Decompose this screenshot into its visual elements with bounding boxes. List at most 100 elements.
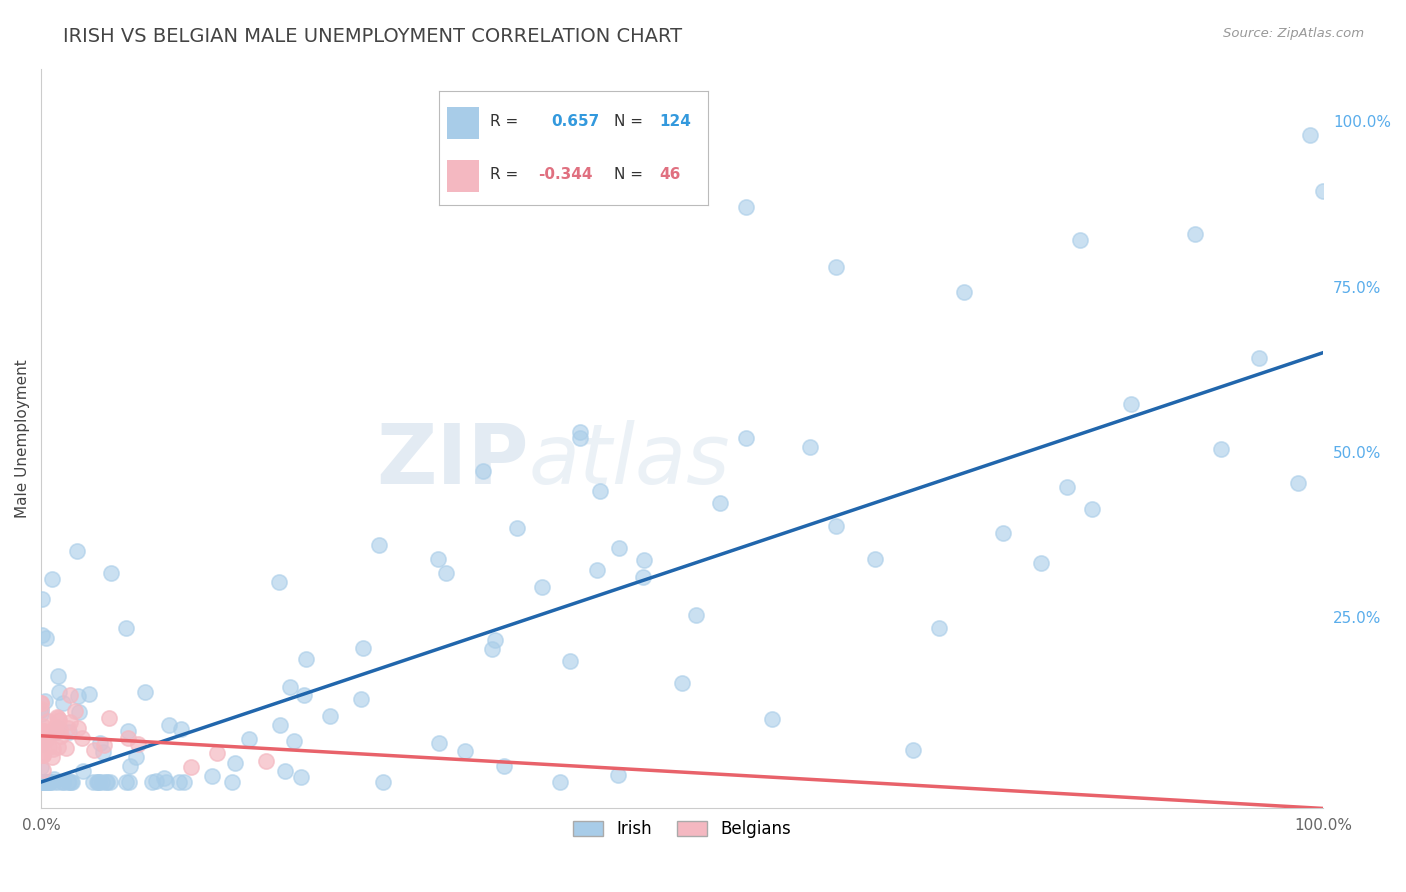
Point — [70, 731, 93, 745]
Point — [83, 743, 105, 757]
Point — [58, 725, 80, 739]
Text: atlas: atlas — [529, 420, 730, 501]
Point — [30, 697, 52, 711]
Point — [38, 775, 60, 789]
Point — [825, 519, 848, 533]
Point — [30, 775, 52, 789]
Point — [31, 725, 53, 739]
Point — [52, 775, 75, 789]
Point — [34, 775, 56, 789]
Point — [37, 729, 59, 743]
Point — [91, 774, 114, 789]
Point — [1312, 184, 1334, 198]
Point — [35, 775, 58, 789]
Point — [52, 696, 75, 710]
Y-axis label: Male Unemployment: Male Unemployment — [15, 359, 30, 518]
Point — [157, 718, 180, 732]
Point — [30, 775, 52, 789]
Point — [46, 739, 69, 754]
Point — [1184, 227, 1206, 241]
Point — [98, 775, 121, 789]
Point — [30, 724, 52, 739]
Point — [991, 526, 1014, 541]
Point — [120, 759, 142, 773]
Point — [125, 749, 148, 764]
Point — [633, 553, 655, 567]
Point — [454, 744, 477, 758]
Point — [31, 732, 53, 747]
Point — [94, 775, 117, 789]
Point — [631, 570, 654, 584]
Point — [735, 431, 758, 445]
Point — [274, 764, 297, 779]
Point — [633, 187, 655, 202]
Point — [34, 775, 56, 789]
Point — [31, 719, 53, 733]
Point — [30, 702, 52, 716]
Point — [30, 737, 52, 751]
Point — [55, 741, 77, 756]
Point — [506, 521, 529, 535]
Point — [67, 705, 90, 719]
Point — [224, 756, 246, 770]
Point — [586, 563, 609, 577]
Point — [46, 669, 69, 683]
Point — [531, 581, 554, 595]
Point — [63, 704, 86, 718]
Legend: Irish, Belgians: Irish, Belgians — [567, 814, 797, 845]
Point — [589, 483, 612, 498]
Point — [59, 715, 82, 730]
Point — [35, 775, 58, 789]
Point — [118, 775, 141, 789]
Point — [66, 544, 89, 558]
Point — [38, 775, 60, 789]
Point — [607, 768, 630, 782]
Point — [48, 685, 70, 699]
Point — [1209, 442, 1232, 457]
Point — [799, 440, 821, 454]
Point — [46, 775, 69, 789]
Point — [66, 721, 89, 735]
Point — [290, 770, 312, 784]
Point — [37, 775, 59, 789]
Point — [52, 775, 75, 789]
Point — [134, 684, 156, 698]
Point — [42, 772, 65, 787]
Point — [89, 775, 111, 789]
Point — [97, 710, 120, 724]
Point — [1286, 476, 1309, 491]
Point — [31, 747, 53, 761]
Point — [558, 654, 581, 668]
Point — [31, 723, 53, 738]
Point — [350, 691, 373, 706]
Point — [761, 712, 783, 726]
Point — [221, 775, 243, 789]
Point — [32, 747, 55, 762]
Point — [471, 464, 494, 478]
Point — [100, 566, 122, 580]
Point — [60, 775, 83, 789]
Point — [1056, 480, 1078, 494]
Point — [41, 572, 63, 586]
Point — [352, 641, 374, 656]
Point — [368, 538, 391, 552]
Point — [39, 775, 62, 789]
Point — [31, 763, 53, 777]
Point — [484, 633, 506, 648]
Point — [30, 735, 52, 749]
Point — [863, 552, 886, 566]
Point — [35, 631, 58, 645]
Point — [34, 694, 56, 708]
Point — [58, 775, 80, 789]
Point — [292, 688, 315, 702]
Point — [56, 775, 79, 789]
Point — [319, 709, 342, 723]
Point — [96, 775, 118, 789]
Point — [1299, 128, 1322, 142]
Point — [89, 736, 111, 750]
Point — [145, 774, 167, 789]
Point — [928, 622, 950, 636]
Point — [825, 260, 848, 274]
Point — [82, 775, 104, 789]
Point — [42, 742, 65, 756]
